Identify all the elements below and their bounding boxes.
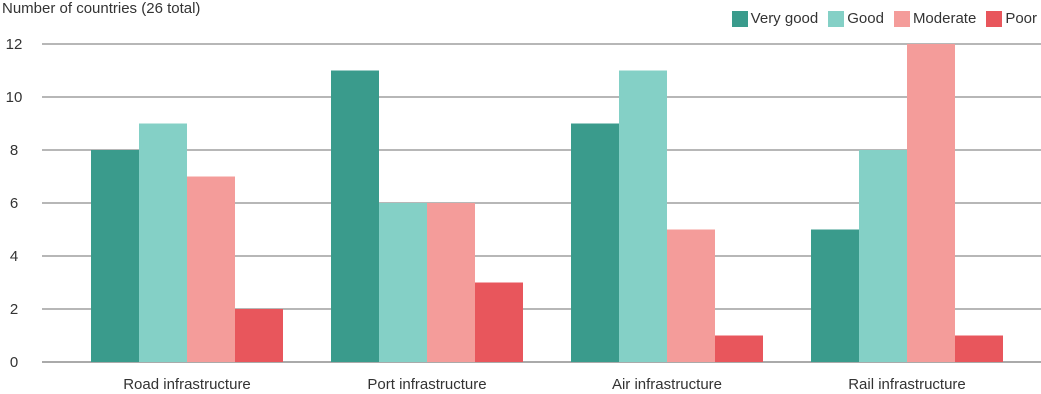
y-tick-label: 4 [10,248,18,265]
legend-item-good: Good [828,10,884,27]
legend-label-good: Good [847,10,884,27]
bar-very-good [331,70,379,362]
legend-label-poor: Poor [1005,10,1037,27]
legend-swatch-moderate [893,10,910,27]
legend: Very good Good Moderate Poor [731,10,1037,27]
bar-very-good [811,229,859,362]
bar-good [859,150,907,362]
legend-label-very-good: Very good [750,10,819,27]
bar-good [139,123,187,362]
y-tick-label: 2 [10,301,18,318]
bar-poor [955,335,1003,362]
legend-swatch-very-good [731,10,748,27]
bar-poor [715,335,763,362]
y-tick-labels: 0 2 4 6 8 10 12 [6,36,23,371]
legend-swatch-good [828,10,845,27]
legend-item-very-good: Very good [731,10,819,27]
x-tick-label: Rail infrastructure [848,376,966,393]
bars [91,44,1003,362]
bar-moderate [427,203,475,362]
x-tick-label: Port infrastructure [367,376,486,393]
bar-good [379,203,427,362]
x-tick-label: Air infrastructure [612,376,722,393]
x-tick-label: Road infrastructure [123,376,251,393]
bar-moderate [907,44,955,362]
y-tick-label: 0 [10,354,18,371]
bar-moderate [667,229,715,362]
legend-swatch-poor [986,10,1003,27]
legend-item-poor: Poor [986,10,1037,27]
bar-moderate [187,176,235,362]
bar-very-good [571,123,619,362]
bar-very-good [91,150,139,362]
y-tick-label: 10 [6,89,23,106]
legend-label-moderate: Moderate [912,10,977,27]
x-tick-labels: Road infrastructure Port infrastructure Ai… [123,376,966,393]
legend-item-moderate: Moderate [893,10,977,27]
y-tick-label: 12 [6,36,23,53]
bar-poor [235,309,283,362]
y-tick-label: 6 [10,195,18,212]
y-axis-title: Number of countries (26 total) [2,0,201,17]
y-tick-label: 8 [10,142,18,159]
bar-good [619,70,667,362]
bar-poor [475,282,523,362]
